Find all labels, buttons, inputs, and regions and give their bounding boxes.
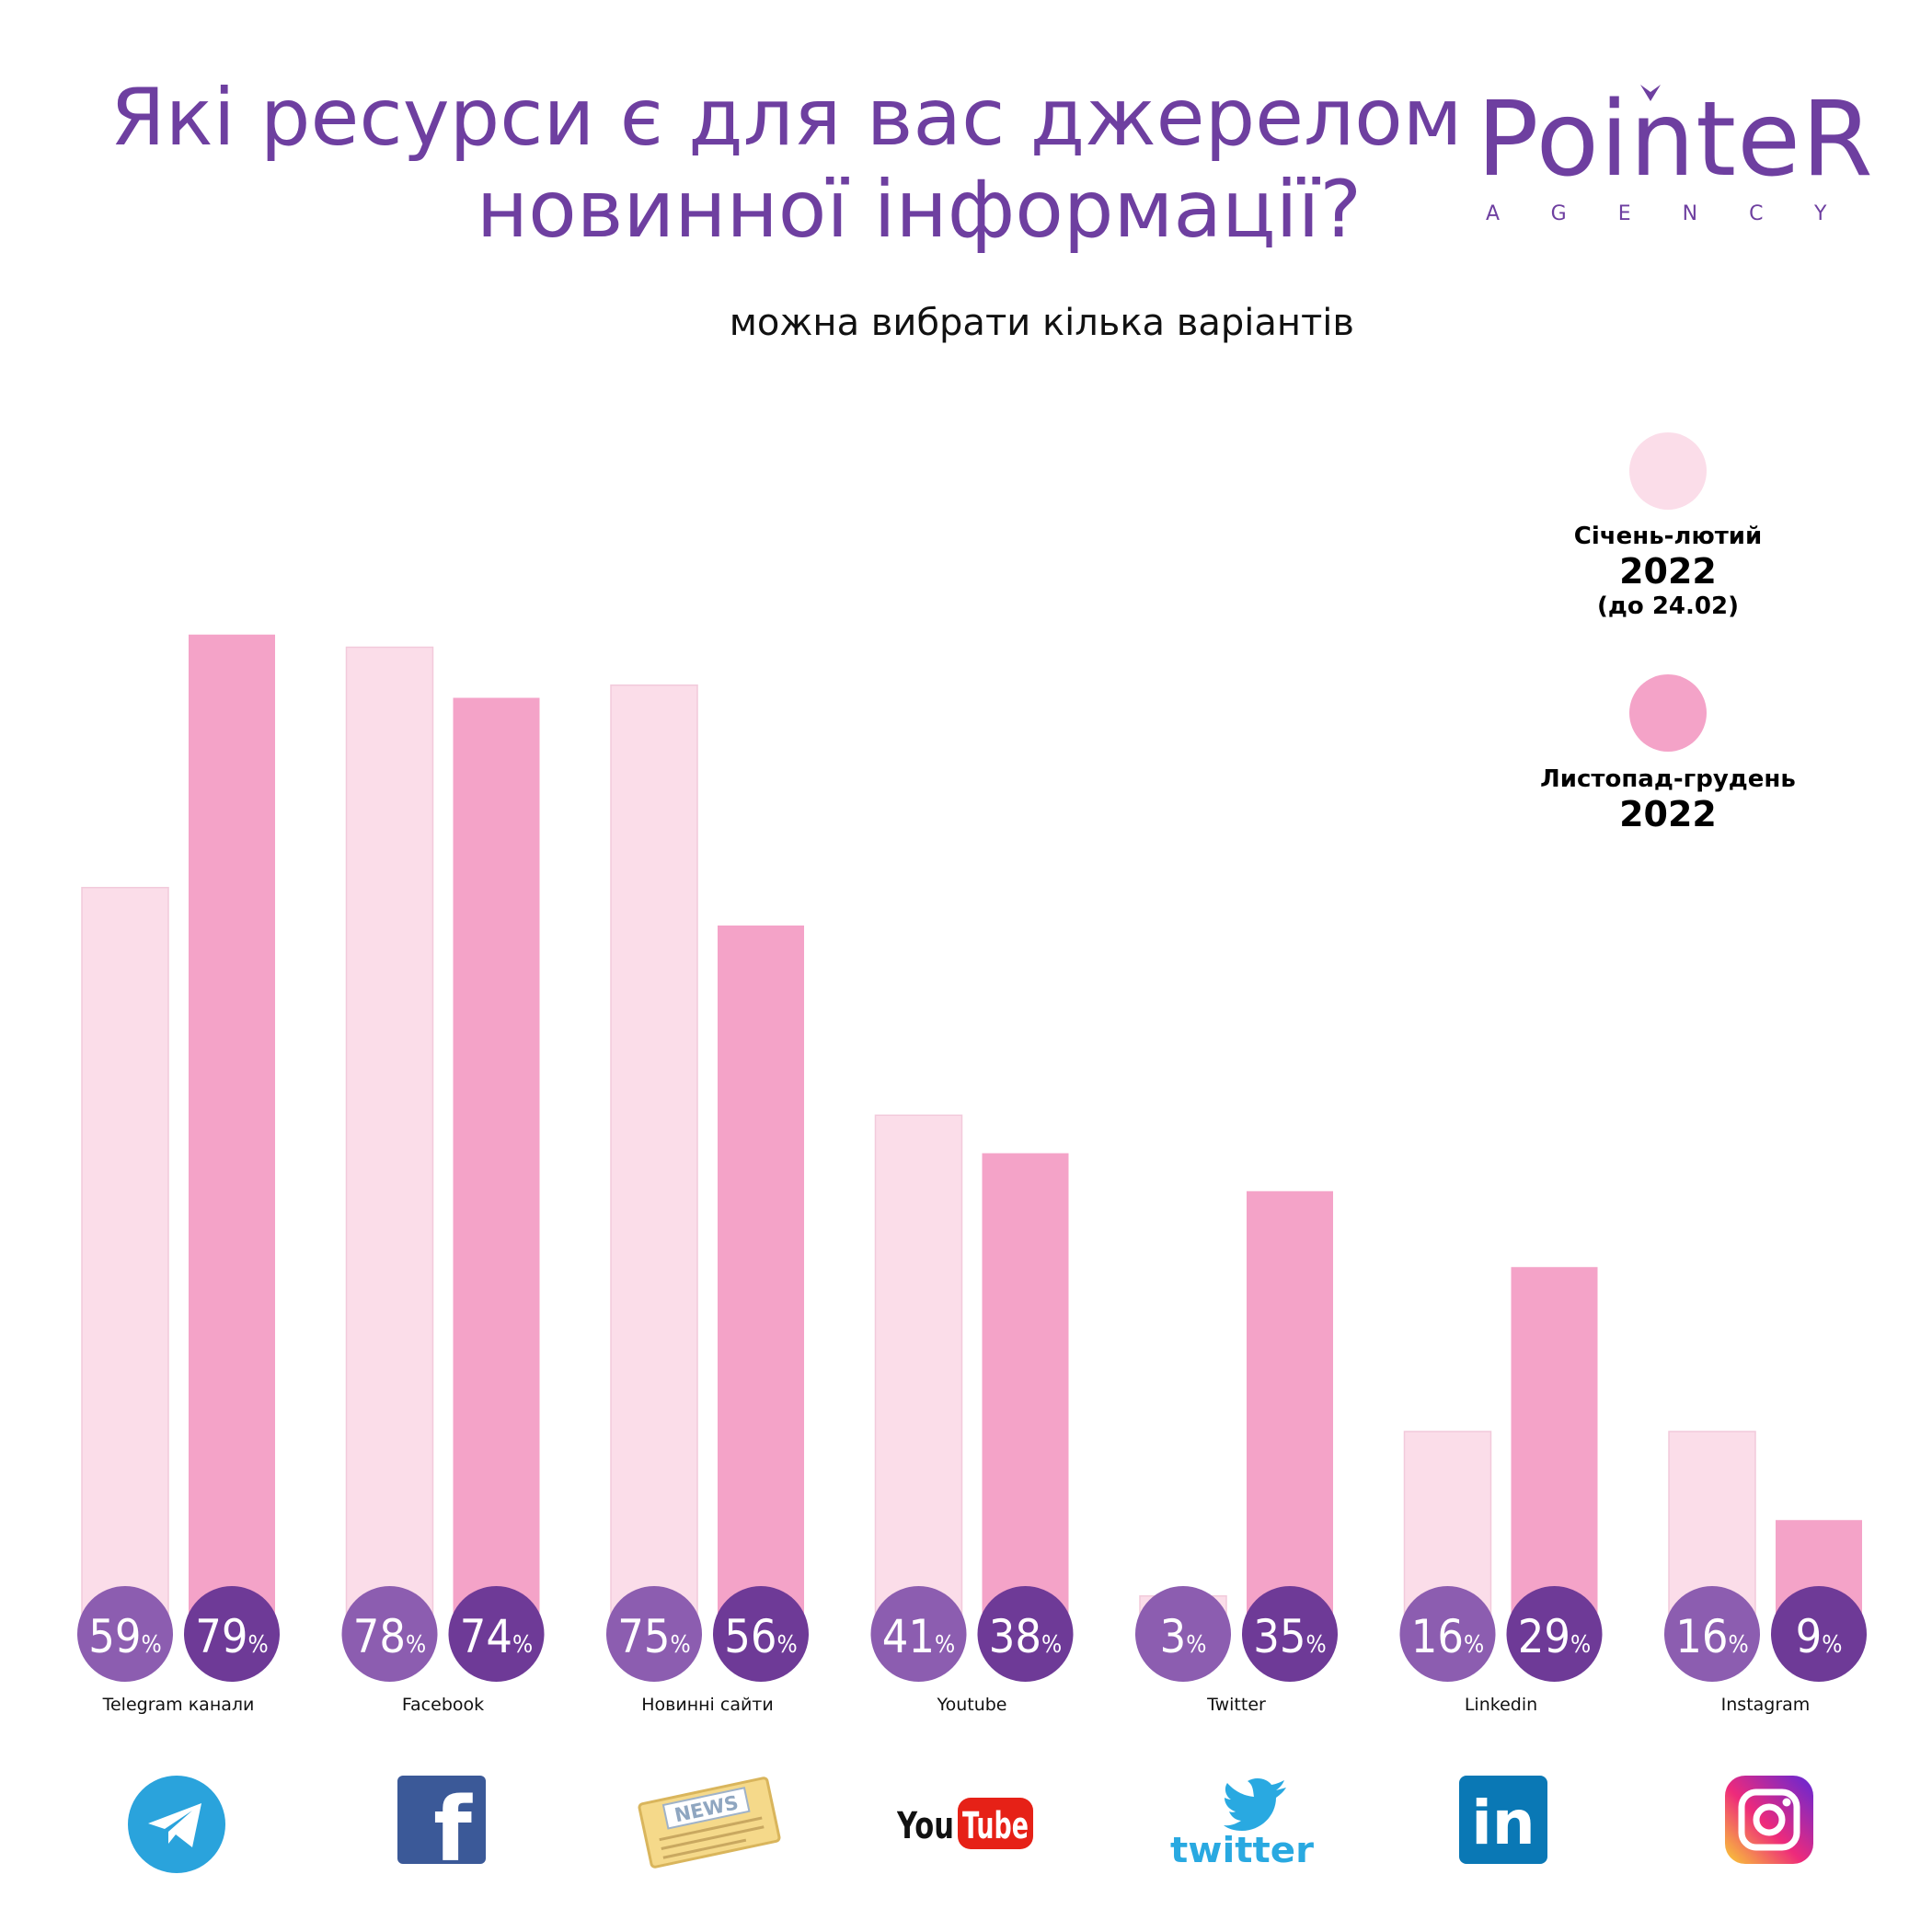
value-label: 78% — [353, 1610, 426, 1663]
bar-group: 16% 29% Linkedin — [1399, 1267, 1603, 1715]
value-label: 41% — [882, 1610, 955, 1663]
value-label-badge — [977, 1586, 1074, 1682]
category-label: Telegram канали — [102, 1695, 255, 1715]
value-label: 16% — [1411, 1610, 1484, 1663]
instagram-icon — [1725, 1776, 1813, 1864]
legend-label-series2: Листопад-грудень 2022 — [1509, 764, 1827, 834]
category-label: Twitter — [1206, 1695, 1266, 1715]
value-label-badge — [870, 1586, 967, 1682]
linkedin-icon-letters: in — [1471, 1788, 1535, 1858]
value-label: 29% — [1518, 1610, 1591, 1663]
category-label: Instagram — [1721, 1695, 1811, 1715]
bar-series1 — [345, 646, 434, 1635]
value-label-badge — [606, 1586, 702, 1682]
bar-series2 — [982, 1153, 1069, 1634]
bar-group: 59% 79% Telegram канали — [77, 634, 280, 1715]
value-label: 59% — [88, 1610, 161, 1663]
facebook-icon-letter: f — [433, 1778, 473, 1864]
bar-series2 — [453, 697, 540, 1634]
legend-label-series1: Січень-лютий 2022 (до 24.02) — [1509, 521, 1827, 622]
value-label-badge — [77, 1586, 173, 1682]
legend-series2-line2: 2022 — [1619, 794, 1717, 834]
value-label-badge — [1399, 1586, 1496, 1682]
value-label-badge — [1664, 1586, 1760, 1682]
bar-series2 — [718, 926, 804, 1634]
bar-series2 — [189, 634, 275, 1634]
legend-swatch-series2 — [1629, 674, 1707, 752]
youtube-icon: You Tube — [897, 1798, 1033, 1849]
news-icon: NEWS — [638, 1777, 781, 1869]
value-label-badge — [1506, 1586, 1603, 1682]
category-label: Linkedin — [1465, 1695, 1537, 1715]
legend-series1-line3: (до 24.02) — [1597, 592, 1739, 620]
category-label: Новинні сайти — [641, 1695, 773, 1715]
category-label: Youtube — [937, 1695, 1007, 1715]
legend-swatch-series1 — [1629, 432, 1707, 510]
value-label-badge — [1135, 1586, 1231, 1682]
bar-group: 41% 38% Youtube — [870, 1114, 1074, 1715]
legend-series2-line1: Листопад-грудень — [1540, 765, 1796, 793]
twitter-icon: twitter — [1170, 1778, 1314, 1866]
logo-word: PointeR — [1477, 80, 1874, 200]
logo-tick-icon — [1640, 85, 1661, 101]
value-label: 9% — [1796, 1610, 1843, 1663]
bar-group: 75% 56% Новинні сайти — [606, 684, 809, 1715]
value-label: 74% — [460, 1610, 533, 1663]
facebook-icon: f — [397, 1776, 486, 1864]
telegram-icon — [128, 1776, 225, 1873]
value-label-badge — [1242, 1586, 1338, 1682]
bar-series2 — [1511, 1267, 1598, 1634]
chart-title: Які ресурси є для вас джерелом новинної … — [110, 72, 1463, 256]
value-label-badge — [341, 1586, 438, 1682]
value-label-badge — [184, 1586, 280, 1682]
value-label: 75% — [617, 1610, 690, 1663]
value-label: 3% — [1160, 1610, 1207, 1663]
category-label: Facebook — [402, 1695, 484, 1715]
legend-series1-line1: Січень-лютий — [1573, 523, 1763, 550]
bar-group: 16% 9% Instagram — [1664, 1431, 1867, 1715]
bar-group: 3% 35% Twitter — [1135, 1190, 1338, 1715]
logo-subtitle: AGENCY — [1486, 202, 1879, 225]
value-label: 56% — [724, 1610, 797, 1663]
title-line-1: Які ресурси є для вас джерелом — [110, 72, 1463, 164]
legend-series1-line2: 2022 — [1619, 551, 1717, 592]
title-line-2: новинної інформації? — [476, 164, 1362, 256]
twitter-icon-word: twitter — [1170, 1830, 1314, 1866]
value-label: 38% — [989, 1610, 1062, 1663]
value-label-badge — [713, 1586, 809, 1682]
bar-group: 78% 74% Facebook — [341, 646, 545, 1715]
youtube-icon-tube: Tube — [962, 1805, 1029, 1847]
value-label: 79% — [195, 1610, 268, 1663]
value-label-badge — [448, 1586, 545, 1682]
bar-series2 — [1247, 1190, 1333, 1634]
value-label: 16% — [1675, 1610, 1748, 1663]
value-label: 35% — [1253, 1610, 1326, 1663]
pointer-agency-logo: PointeR AGENCY — [1477, 80, 1879, 241]
value-label-badge — [1771, 1586, 1867, 1682]
youtube-icon-you: You — [897, 1805, 954, 1847]
bar-series1 — [81, 887, 169, 1635]
bar-series1 — [874, 1114, 963, 1635]
bar-series1 — [610, 684, 698, 1635]
linkedin-icon: in — [1459, 1776, 1547, 1864]
chart-subtitle: можна вибрати кілька варіантів — [729, 302, 1354, 344]
